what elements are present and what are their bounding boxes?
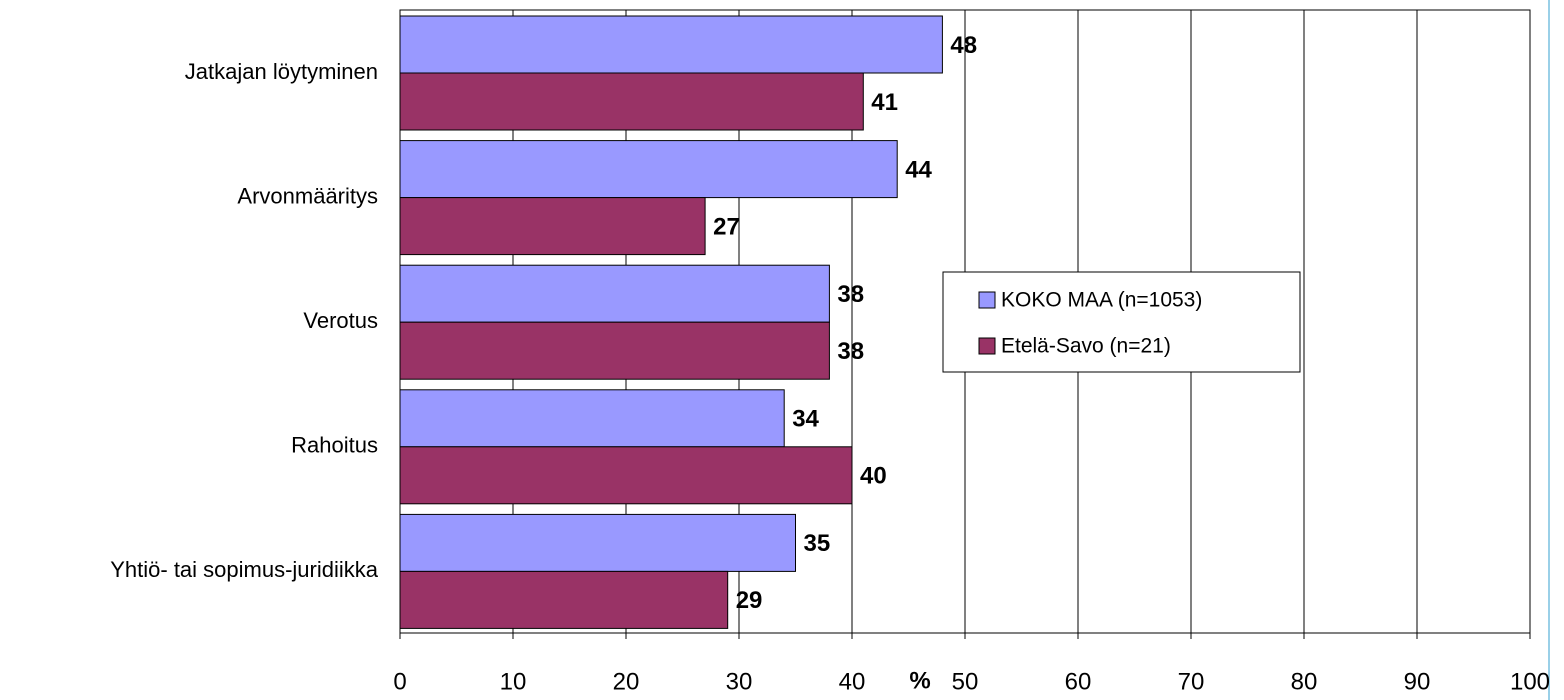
data-label: 44 bbox=[905, 156, 932, 183]
data-label: 27 bbox=[713, 213, 740, 240]
legend-swatch bbox=[978, 337, 996, 355]
data-label: 35 bbox=[804, 530, 831, 557]
x-tick-label: 70 bbox=[1178, 668, 1205, 695]
data-label: 29 bbox=[736, 587, 763, 614]
y-tick-label: Verotus bbox=[303, 308, 378, 333]
bar bbox=[399, 321, 830, 380]
x-tick-label: 0 bbox=[393, 668, 406, 695]
x-tick-label: 90 bbox=[1404, 668, 1431, 695]
y-tick-label: Arvonmääritys bbox=[237, 183, 378, 208]
x-axis-title: % bbox=[909, 667, 930, 694]
x-tick-label: 60 bbox=[1065, 668, 1092, 695]
data-label: 38 bbox=[837, 281, 864, 308]
data-label: 48 bbox=[950, 32, 977, 59]
bar bbox=[399, 570, 729, 629]
y-tick-label: Rahoitus bbox=[291, 433, 378, 458]
bar bbox=[399, 140, 898, 199]
y-tick-label: Yhtiö- tai sopimus-juridiikka bbox=[110, 557, 379, 582]
bar bbox=[399, 15, 943, 74]
legend-label: KOKO MAA (n=1053) bbox=[1001, 289, 1202, 312]
data-label: 40 bbox=[860, 463, 887, 490]
bar bbox=[399, 513, 796, 572]
legend-box bbox=[942, 271, 1301, 373]
bar bbox=[399, 264, 830, 323]
y-tick-label: Jatkajan löytyminen bbox=[185, 59, 378, 84]
x-tick-label: 10 bbox=[500, 668, 527, 695]
x-tick-label: 80 bbox=[1291, 668, 1318, 695]
x-tick-label: 100 bbox=[1510, 668, 1550, 695]
x-tick-label: 40 bbox=[839, 668, 866, 695]
x-tick-label: 30 bbox=[726, 668, 753, 695]
x-tick-label: 20 bbox=[613, 668, 640, 695]
bar bbox=[399, 389, 785, 448]
data-label: 34 bbox=[792, 406, 819, 433]
data-label: 41 bbox=[871, 89, 898, 116]
bar bbox=[399, 72, 864, 131]
bar bbox=[399, 446, 853, 505]
bar bbox=[399, 197, 706, 256]
data-label: 38 bbox=[837, 338, 864, 365]
x-tick-label: 50 bbox=[952, 668, 979, 695]
legend-label: Etelä-Savo (n=21) bbox=[1001, 335, 1171, 358]
legend-swatch bbox=[978, 291, 996, 309]
